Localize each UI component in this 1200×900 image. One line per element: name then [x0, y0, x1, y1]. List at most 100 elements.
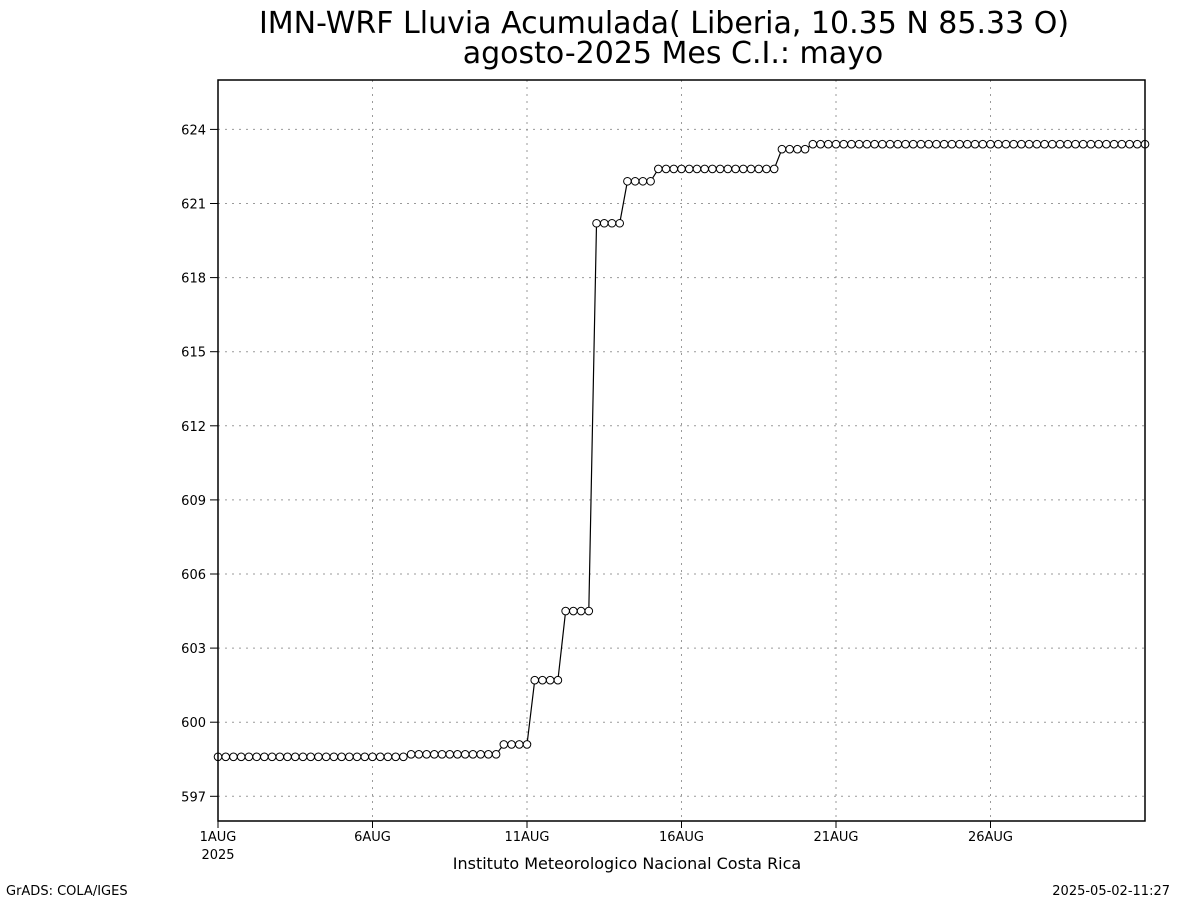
- data-point: [1040, 139, 1049, 149]
- data-point: [221, 752, 231, 762]
- x-year-label: 2025: [201, 848, 234, 863]
- data-point: [854, 139, 864, 149]
- x-tick-label: 21AUG: [813, 830, 858, 845]
- data-point: [893, 139, 903, 149]
- y-tick-label: 615: [181, 346, 206, 361]
- data-point: [383, 752, 393, 762]
- chart-title: IMN-WRF Lluvia Acumulada( Liberia, 10.35…: [259, 6, 1069, 41]
- data-point: [793, 144, 802, 154]
- footer-left: GrADS: COLA/IGES: [6, 884, 128, 899]
- data-point: [646, 176, 655, 186]
- data-point: [847, 139, 856, 149]
- data-point: [229, 752, 238, 762]
- data-point: [1001, 139, 1011, 149]
- data-point: [236, 752, 246, 762]
- data-point: [345, 752, 354, 762]
- data-point: [553, 675, 563, 685]
- data-point: [1086, 139, 1096, 149]
- data-point: [1048, 139, 1057, 149]
- data-point: [1078, 139, 1088, 149]
- data-point: [453, 750, 462, 759]
- data-point: [654, 164, 663, 174]
- data-point: [700, 164, 709, 174]
- data-point: [545, 675, 555, 685]
- data-point: [321, 752, 331, 762]
- data-point: [878, 139, 887, 149]
- data-point: [739, 164, 748, 174]
- data-point: [754, 164, 764, 174]
- data-point: [406, 750, 416, 759]
- data-point: [329, 752, 339, 762]
- data-point: [260, 752, 269, 762]
- data-point: [623, 176, 632, 186]
- x-tick-label: 1AUG: [200, 830, 237, 845]
- x-tick-label: 6AUG: [354, 830, 391, 845]
- data-point: [916, 139, 926, 149]
- data-point: [499, 740, 509, 749]
- data-point: [399, 752, 408, 762]
- data-point: [244, 752, 254, 762]
- data-point: [978, 139, 988, 149]
- data-point: [970, 139, 980, 149]
- data-point: [901, 139, 910, 149]
- data-point: [1063, 139, 1073, 149]
- data-point: [561, 606, 570, 616]
- data-point: [430, 750, 439, 759]
- data-point: [576, 606, 586, 616]
- data-point: [298, 752, 308, 762]
- data-point: [422, 750, 431, 759]
- data-point: [615, 218, 625, 228]
- x-axis-caption: Instituto Meteorologico Nacional Costa R…: [453, 854, 801, 873]
- data-point: [607, 218, 617, 228]
- data-point: [839, 139, 849, 149]
- data-point: [414, 750, 424, 759]
- x-tick-label: 16AUG: [659, 830, 704, 845]
- data-point: [1125, 139, 1134, 149]
- x-axis: 1AUG 6AUG 11AUG 16AUG 21AUG 26AUG: [200, 821, 1013, 845]
- data-point: [569, 606, 578, 616]
- data-point: [368, 752, 377, 762]
- data-point: [870, 139, 879, 149]
- data-point: [1071, 139, 1080, 149]
- y-tick-label: 603: [181, 642, 206, 657]
- x-tick-label: 26AUG: [968, 830, 1013, 845]
- data-point: [777, 144, 787, 154]
- data-point: [908, 139, 918, 149]
- data-point: [252, 752, 261, 762]
- data-point: [816, 139, 825, 149]
- data-point: [491, 750, 501, 759]
- data-point: [939, 139, 949, 149]
- data-point: [955, 139, 964, 149]
- data-point: [1055, 139, 1065, 149]
- y-tick-label: 624: [181, 123, 206, 138]
- data-point: [337, 752, 346, 762]
- data-point: [723, 164, 733, 174]
- data-point: [1102, 139, 1111, 149]
- data-point: [1094, 139, 1103, 149]
- data-point: [785, 144, 794, 154]
- data-point: [746, 164, 756, 174]
- plot-frame: [217, 79, 1146, 822]
- data-point: [677, 164, 686, 174]
- data-point: [476, 750, 485, 759]
- y-axis: 597 600 603 606 609 612 615 618 621 624: [181, 123, 218, 805]
- chart-subtitle: agosto-2025 Mes C.I.: mayo: [463, 36, 884, 71]
- data-point: [375, 752, 385, 762]
- data-point: [484, 750, 493, 759]
- data-point: [638, 176, 648, 186]
- data-point: [1132, 139, 1142, 149]
- data-point: [530, 675, 540, 685]
- data-point: [538, 675, 547, 685]
- data-point: [592, 218, 601, 228]
- data-point: [885, 139, 895, 149]
- y-tick-label: 609: [181, 494, 206, 509]
- data-point: [1009, 139, 1018, 149]
- y-tick-label: 612: [181, 420, 206, 435]
- data-point: [762, 164, 771, 174]
- data-point: [630, 176, 640, 186]
- data-point: [823, 139, 833, 149]
- data-point: [986, 139, 995, 149]
- data-point: [437, 750, 447, 759]
